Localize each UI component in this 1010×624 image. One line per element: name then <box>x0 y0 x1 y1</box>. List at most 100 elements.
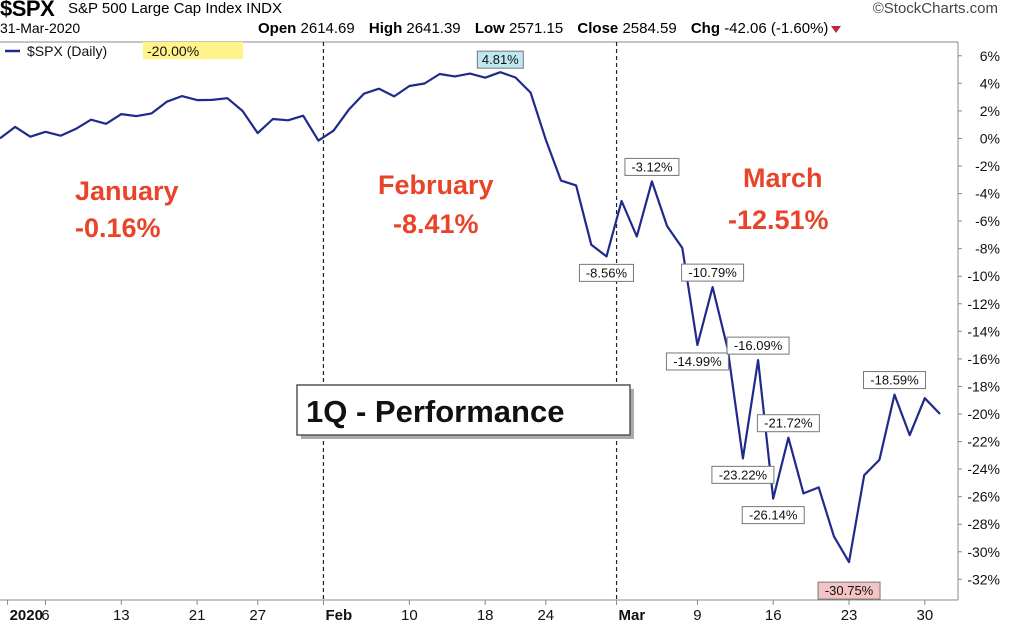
x-tick-label: 21 <box>189 607 206 624</box>
down-arrow-icon <box>831 25 842 33</box>
callouts: 4.81% -8.56% -3.12% -14.99% -10.79% -23.22% -1… <box>476 50 927 600</box>
y-tick-label: -6% <box>975 213 1000 229</box>
copyright-icon: © <box>872 0 884 17</box>
x-tick-label: 18 <box>477 607 494 624</box>
y-tick-label: 0% <box>980 130 1000 146</box>
open-label: Open <box>258 20 297 37</box>
x-tick-label: 23 <box>841 607 858 624</box>
callout-box <box>681 263 745 282</box>
y-tick-label: 6% <box>980 48 1000 64</box>
chart-date: 31-Mar-2020 <box>0 20 81 36</box>
y-tick-label: -16% <box>967 351 1000 367</box>
callout-box <box>624 157 680 176</box>
brand-label[interactable]: ©StockCharts.com <box>873 0 998 17</box>
month-name-label: March <box>743 163 823 193</box>
callout: -23.22% <box>711 465 775 484</box>
low-label: Low <box>474 20 505 37</box>
callout-box <box>665 352 729 371</box>
chg-value: -42.06 (-1.60%) <box>724 20 829 37</box>
low-value: 2571.15 <box>509 20 564 37</box>
x-tick-label: 27 <box>249 607 266 624</box>
legend-value-highlight <box>143 42 243 59</box>
callout-box <box>711 465 775 484</box>
callout: -3.12% <box>624 157 680 176</box>
title-box-panel <box>296 384 631 436</box>
month-pct-label: -8.41% <box>393 209 479 239</box>
ohlc-readout: Open 2614.69 High 2641.39 Low 2571.15 Cl… <box>258 20 842 37</box>
callout-label: -14.99% <box>673 354 722 369</box>
x-tick-label: 2020 <box>10 607 43 624</box>
callout: -8.56% <box>578 263 634 282</box>
x-tick-label: Mar <box>619 607 646 624</box>
x-tick-label: 6 <box>41 607 49 624</box>
chart-description: S&P 500 Large Cap Index INDX <box>68 0 283 17</box>
callout-label: -8.56% <box>586 265 628 280</box>
y-tick-label: -12% <box>967 296 1000 312</box>
open-value: 2614.69 <box>300 20 355 37</box>
callout: -21.72% <box>756 414 820 433</box>
callout-label: -16.09% <box>734 338 783 353</box>
month-pct-label: -12.51% <box>728 205 829 235</box>
chg-label: Chg <box>690 20 721 37</box>
callout-label: -26.14% <box>749 508 798 523</box>
y-tick-label: 4% <box>980 75 1000 91</box>
y-tick-label: -20% <box>967 406 1000 422</box>
close-value: 2584.59 <box>622 20 677 37</box>
callout: -10.79% <box>681 263 745 282</box>
y-tick-label: -22% <box>967 434 1000 450</box>
y-tick-label: -2% <box>975 158 1000 174</box>
y-tick-label: -10% <box>967 268 1000 284</box>
month-pct-label: -0.16% <box>75 213 161 243</box>
plot-frame <box>0 41 959 601</box>
title-box-text: 1Q - Performance <box>306 394 564 429</box>
high-label: High <box>368 20 403 37</box>
callout-label: -3.12% <box>631 159 673 174</box>
callout-box <box>476 50 524 69</box>
callout-label: 4.81% <box>482 52 519 67</box>
callout-label: -18.59% <box>870 373 919 388</box>
legend-value: -20.00% <box>147 43 199 59</box>
y-axis: 6% 4% 2% 0% -2% -4% -6% -8% -10% -12% -14% -16% -18%… <box>958 48 1000 587</box>
x-tick-label: 30 <box>916 607 933 624</box>
callout-label: -30.75% <box>825 583 874 598</box>
y-tick-label: -14% <box>967 323 1000 339</box>
y-tick-label: -8% <box>975 241 1000 257</box>
callout: -26.14% <box>741 506 805 525</box>
callout-box <box>817 581 881 600</box>
brand-text: StockCharts.com <box>883 0 998 17</box>
x-tick-label: 16 <box>765 607 782 624</box>
month-performance-labels: January -0.16% February -8.41% March -12.51% <box>75 163 829 243</box>
callout: -16.09% <box>726 336 790 355</box>
high-value: 2641.39 <box>406 20 461 37</box>
callout: -18.59% <box>863 371 927 390</box>
callout-label: -23.22% <box>719 467 768 482</box>
callout-box <box>578 263 634 282</box>
x-tick-label: 9 <box>693 607 701 624</box>
y-tick-label: -30% <box>967 544 1000 560</box>
callout: -30.75% <box>817 581 881 600</box>
y-tick-label: -18% <box>967 378 1000 394</box>
month-name-label: January <box>75 176 179 206</box>
series-line-group <box>0 71 941 564</box>
callout-label: -10.79% <box>688 265 737 280</box>
callout-box <box>863 371 927 390</box>
y-tick-label: -26% <box>967 489 1000 505</box>
month-name-label: February <box>378 170 494 200</box>
y-tick-label: -32% <box>967 571 1000 587</box>
y-tick-label: 2% <box>980 103 1000 119</box>
title-box[interactable]: 1Q - Performance <box>296 384 634 439</box>
x-tick-label: 10 <box>401 607 418 624</box>
close-label: Close <box>577 20 619 37</box>
callout: -14.99% <box>665 352 729 371</box>
callout-box <box>741 506 805 525</box>
x-tick-label: Feb <box>325 607 352 624</box>
x-tick-label: 24 <box>537 607 554 624</box>
series-line-spx <box>0 71 941 564</box>
callout-box <box>756 414 820 433</box>
chart-symbol: $SPX <box>0 0 55 21</box>
y-tick-label: -28% <box>967 516 1000 532</box>
callout: 4.81% <box>476 50 524 69</box>
legend-label: $SPX (Daily) <box>27 43 107 59</box>
